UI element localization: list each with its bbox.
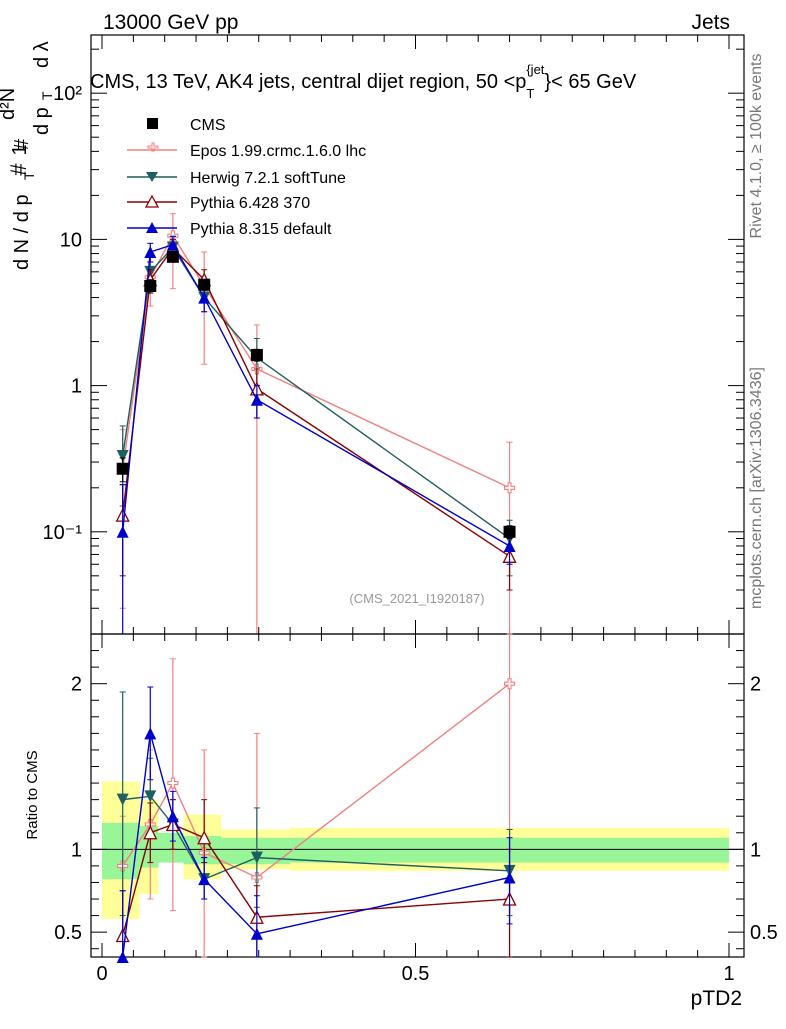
main-point-pythia8 [250,393,263,406]
ratio-line-pythia8 [121,733,510,958]
ratio-point-herwig [116,793,129,806]
category-label: Jets [691,11,730,34]
main-point-pythia8 [144,245,157,258]
ratio-point-herwig [144,790,157,803]
ratio-y-tick-label-right: 0.5 [750,922,778,944]
x-tick-label: 0.5 [402,963,430,985]
svg-text:d N / d p: d N / d p [11,194,33,270]
svg-text:d²N: d²N [0,88,19,120]
main-y-axis-label-formula: d N / d p T # d²N d p T d λ [0,41,55,270]
legend-item-cms: CMS [147,117,226,134]
legend: CMS Epos 1.99.crmc.1.6.0 lhc Herwig 7.2.… [127,117,366,238]
ratio-point-herwig [250,851,263,864]
svg-text:T: T [21,171,37,180]
ratio-y-axis-label: Ratio to CMS [24,750,41,839]
ratio-y-tick-label-right: 2 [750,674,761,696]
energy-label: 13000 GeV pp [103,11,238,34]
ratio-y-tick-label: 2 [71,674,82,696]
x-tick-label: 1 [723,963,734,985]
uncertainty-band-inner [158,832,184,863]
legend-item-herwig: Herwig 7.2.1 softTune [127,170,346,187]
ratio-y-tick-label: 1 [71,839,82,861]
main-point-cms [198,278,211,291]
main-point-cms [503,525,516,538]
svg-text:T: T [39,91,55,100]
main-frame [90,34,745,635]
main-point-herwig [116,449,129,462]
legend-item-pythia6: Pythia 6.428 370 [127,194,310,212]
svg-text:d p: d p [31,107,53,135]
main-line-herwig [121,246,510,540]
legend-label-cms: CMS [190,117,226,134]
rivet-label: Rivet 4.1.0, ≥ 100k events [748,54,765,239]
ratio-point-pythia8 [166,810,179,823]
ratio-point-pythia6 [143,825,158,840]
analysis-label: (CMS_2021_I1920187) [349,591,484,606]
ratio-line-pythia6 [122,823,510,936]
legend-item-pythia8: Pythia 8.315 default [127,221,332,238]
ratio-line-herwig [122,795,510,881]
ratio-point-pythia8 [250,927,263,940]
ratio-point-pythia8 [144,727,157,740]
ratio-point-pythia6 [197,830,212,845]
main-line-epos [121,234,510,489]
main-point-cms [116,462,129,475]
y-tick-label: 1 [71,376,82,398]
legend-label-pythia6: Pythia 6.428 370 [190,195,310,212]
main-line-pythia6 [121,247,510,557]
y-tick-label: 10⁻¹ [43,522,83,544]
y-tick-label: 10 [60,229,82,251]
x-axis-label: pTD2 [691,987,742,1010]
main-point-pythia8 [503,539,516,552]
main-point-epos [167,230,179,242]
ratio-point-pythia8 [198,873,211,886]
y-tick-label: 10² [53,83,82,105]
legend-label-herwig: Herwig 7.2.1 softTune [190,170,346,187]
mcplots-label: mcplots.cern.ch [arXiv:1306.3436] [748,367,765,609]
ratio-line-epos [122,683,510,879]
ratio-point-epos [167,777,179,789]
main-point-pythia8 [198,291,211,304]
ratio-point-pythia8 [116,951,129,963]
main-point-cms [144,279,157,292]
ratio-panel: 0 0.5 1 0.5 0.5 1 1 2 2 [54,633,778,985]
legend-label-epos: Epos 1.99.crmc.1.6.0 lhc [190,143,366,160]
main-point-pythia8 [116,525,129,538]
svg-text:d λ: d λ [31,41,53,68]
main-line-pythia8 [121,243,510,547]
main-point-cms [250,348,263,361]
ratio-frame [90,633,745,958]
x-tick-label: 0 [96,963,107,985]
ratio-y-tick-label-right: 1 [750,839,761,861]
main-point-epos [504,482,516,494]
ratio-point-epos [504,678,516,690]
ratio-point-pythia8 [503,871,516,884]
chart-title: CMS, 13 TeV, AK4 jets, central dijet reg… [90,62,637,101]
legend-label-pythia8: Pythia 8.315 default [190,221,332,238]
ratio-y-tick-label: 0.5 [54,922,82,944]
svg-text:#: # [11,138,33,150]
main-point-cms [166,250,179,263]
legend-item-epos: Epos 1.99.crmc.1.6.0 lhc [127,142,366,160]
main-point-pythia8 [166,238,179,251]
